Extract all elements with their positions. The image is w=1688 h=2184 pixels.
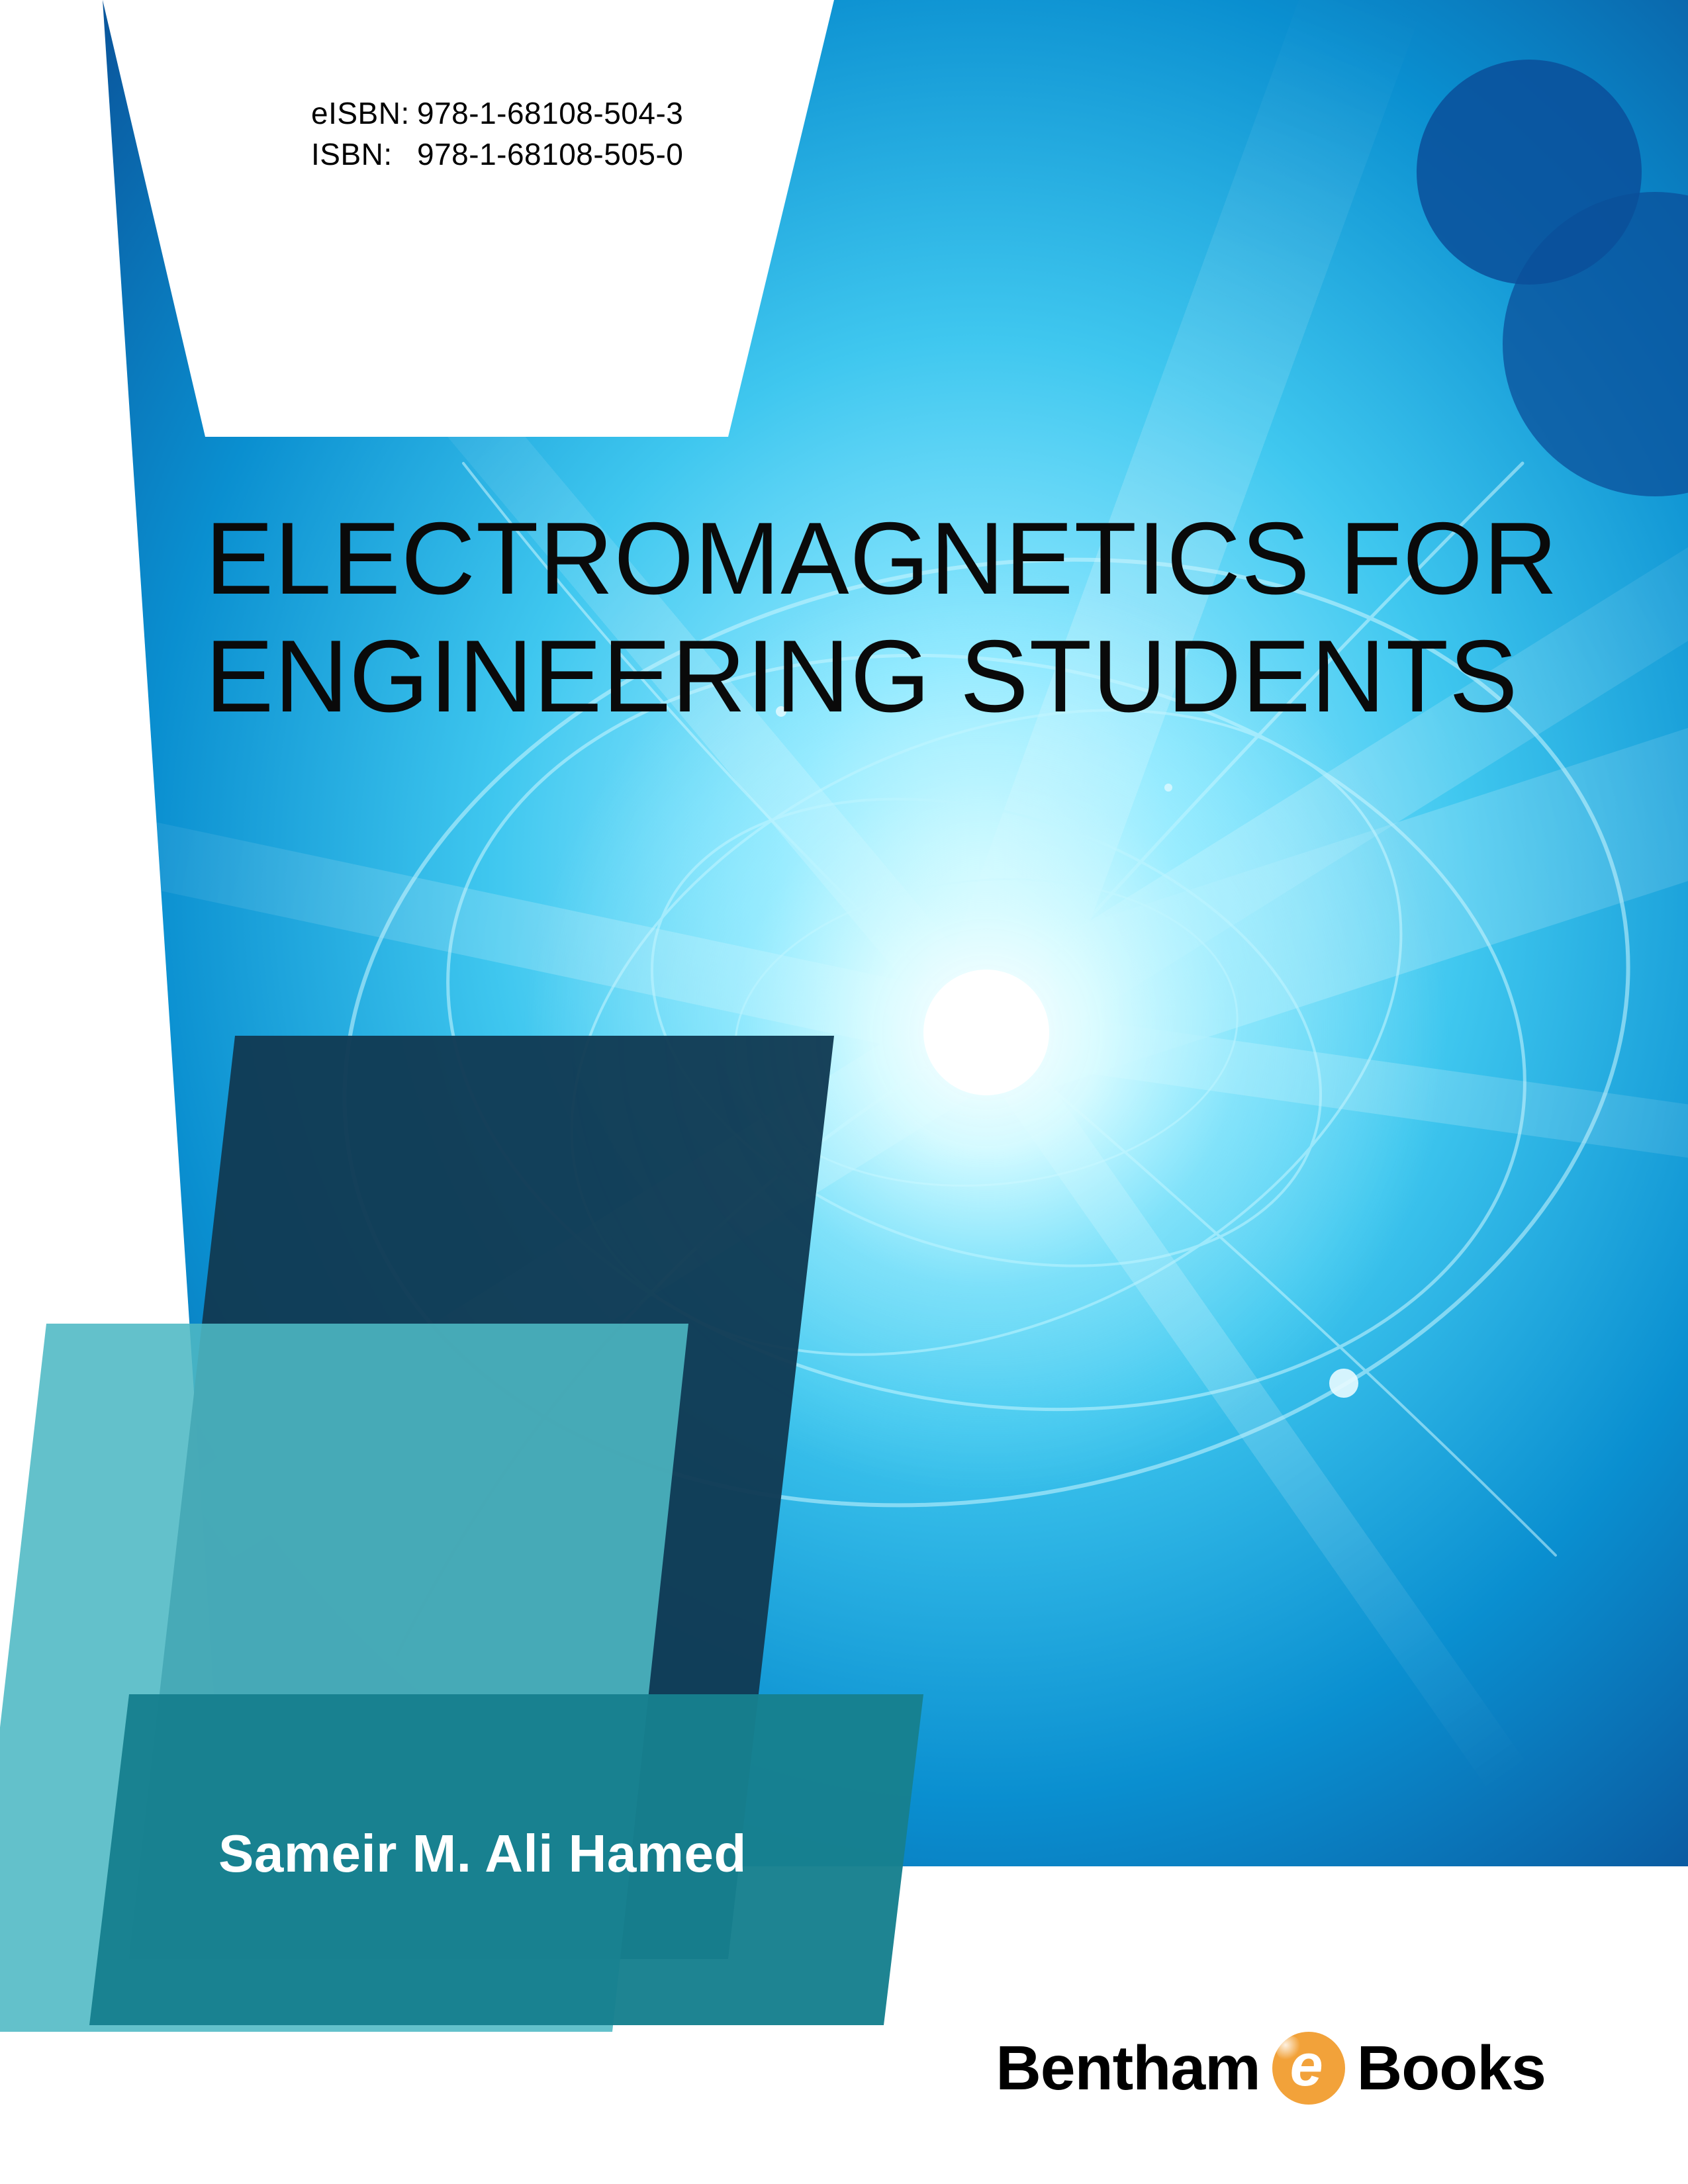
publisher-name-part1: Bentham: [996, 2032, 1260, 2105]
title-line-2: ENGINEERING STUDENTS: [205, 617, 1558, 735]
title-line-1: ELECTROMAGNETICS FOR: [205, 500, 1558, 617]
isbn-line: ISBN: 978-1-68108-505-0: [311, 134, 683, 175]
book-title: ELECTROMAGNETICS FOR ENGINEERING STUDENT…: [205, 500, 1558, 736]
isbn-block: eISBN: 978-1-68108-504-3 ISBN: 978-1-681…: [311, 93, 683, 175]
isbn-value: 978-1-68108-505-0: [417, 134, 683, 175]
eisbn-label: eISBN:: [311, 93, 417, 134]
book-cover-page: eISBN: 978-1-68108-504-3 ISBN: 978-1-681…: [0, 0, 1688, 2184]
eisbn-line: eISBN: 978-1-68108-504-3: [311, 93, 683, 134]
eisbn-value: 978-1-68108-504-3: [417, 93, 683, 134]
publisher-block: Bentham e Books: [996, 2032, 1546, 2105]
publisher-name-part2: Books: [1357, 2032, 1546, 2105]
publisher-badge-icon: e: [1272, 2032, 1345, 2105]
author-name: Sameir M. Ali Hamed: [218, 1823, 747, 1884]
isbn-label: ISBN:: [311, 134, 417, 175]
